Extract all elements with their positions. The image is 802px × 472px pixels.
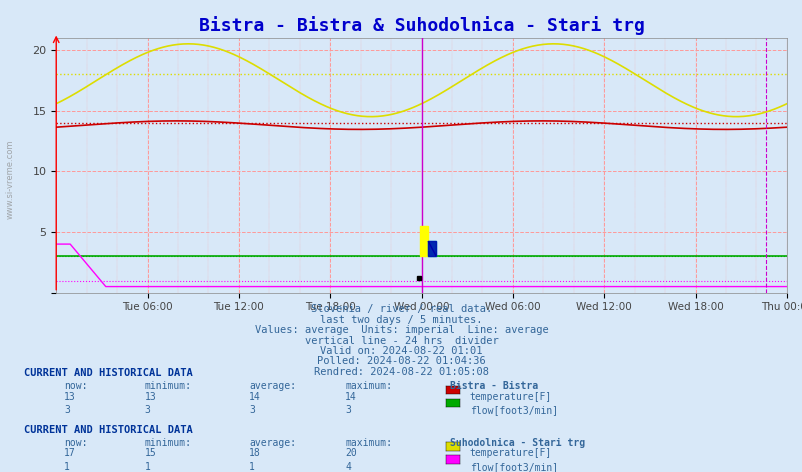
Text: 18: 18 <box>249 448 261 458</box>
Text: minimum:: minimum: <box>144 381 192 391</box>
Text: CURRENT AND HISTORICAL DATA: CURRENT AND HISTORICAL DATA <box>24 368 192 378</box>
Text: average:: average: <box>249 381 296 391</box>
Text: 14: 14 <box>345 392 357 402</box>
Text: 1: 1 <box>249 462 254 472</box>
Bar <box>419 226 427 256</box>
Text: Values: average  Units: imperial  Line: average: Values: average Units: imperial Line: av… <box>254 325 548 335</box>
Text: Valid on: 2024-08-22 01:01: Valid on: 2024-08-22 01:01 <box>320 346 482 356</box>
Text: 3: 3 <box>249 405 254 415</box>
Text: Suhodolnica - Stari trg: Suhodolnica - Stari trg <box>449 438 584 448</box>
Text: minimum:: minimum: <box>144 438 192 448</box>
Text: vertical line - 24 hrs  divider: vertical line - 24 hrs divider <box>304 336 498 346</box>
Text: now:: now: <box>64 381 87 391</box>
Text: 17: 17 <box>64 448 76 458</box>
Text: 13: 13 <box>64 392 76 402</box>
Bar <box>427 241 435 256</box>
Text: 3: 3 <box>144 405 150 415</box>
Text: maximum:: maximum: <box>345 381 392 391</box>
Text: now:: now: <box>64 438 87 448</box>
Text: temperature[F]: temperature[F] <box>469 448 551 458</box>
Text: 3: 3 <box>64 405 70 415</box>
Text: 3: 3 <box>345 405 350 415</box>
Bar <box>427 241 435 256</box>
Text: temperature[F]: temperature[F] <box>469 392 551 402</box>
Text: 14: 14 <box>249 392 261 402</box>
Text: Rendred: 2024-08-22 01:05:08: Rendred: 2024-08-22 01:05:08 <box>314 367 488 377</box>
Text: 4: 4 <box>345 462 350 472</box>
Text: average:: average: <box>249 438 296 448</box>
Text: www.si-vreme.com: www.si-vreme.com <box>6 140 15 219</box>
Text: maximum:: maximum: <box>345 438 392 448</box>
Text: 13: 13 <box>144 392 156 402</box>
FancyArrow shape <box>427 241 435 256</box>
Text: 1: 1 <box>144 462 150 472</box>
Text: 20: 20 <box>345 448 357 458</box>
Text: Polled: 2024-08-22 01:04:36: Polled: 2024-08-22 01:04:36 <box>317 356 485 366</box>
Text: 1: 1 <box>64 462 70 472</box>
Text: CURRENT AND HISTORICAL DATA: CURRENT AND HISTORICAL DATA <box>24 425 192 435</box>
Text: 15: 15 <box>144 448 156 458</box>
Text: flow[foot3/min]: flow[foot3/min] <box>469 405 557 415</box>
Text: Bistra - Bistra: Bistra - Bistra <box>449 381 537 391</box>
Text: Slovenia / river / real data.: Slovenia / river / real data. <box>310 304 492 314</box>
Text: flow[foot3/min]: flow[foot3/min] <box>469 462 557 472</box>
Title: Bistra - Bistra & Suhodolnica - Stari trg: Bistra - Bistra & Suhodolnica - Stari tr… <box>198 16 644 35</box>
Text: last two days / 5 minutes.: last two days / 5 minutes. <box>320 315 482 325</box>
